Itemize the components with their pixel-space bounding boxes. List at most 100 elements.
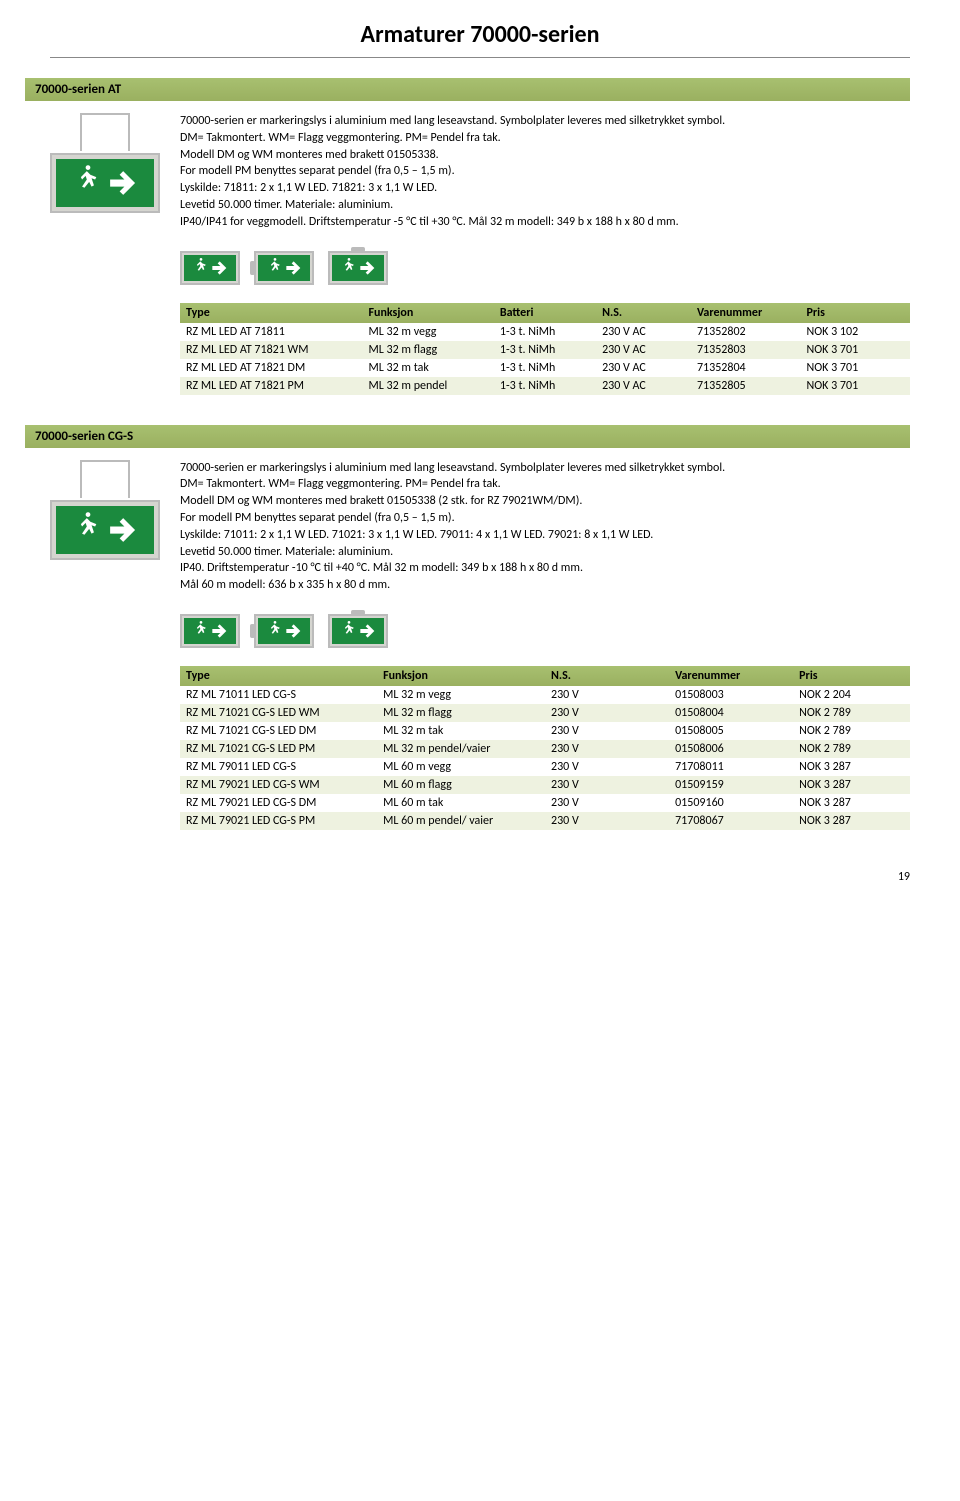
product-mount-icons-cgs xyxy=(180,614,910,648)
description-line: Lyskilde: 71011: 2 x 1,1 W LED. 71021: 3… xyxy=(180,527,910,544)
table-header-row: TypeFunksjonN.S.VarenummerPris xyxy=(180,666,910,686)
table-row: RZ ML 79021 LED CG-S WMML 60 m flagg230 … xyxy=(180,776,910,794)
table-row: RZ ML 79021 LED CG-S PMML 60 m pendel/ v… xyxy=(180,812,910,830)
description-at: 70000-serien er markeringslys i aluminiu… xyxy=(180,113,910,231)
description-line: Mål 60 m modell: 636 b x 335 h x 80 d mm… xyxy=(180,577,910,594)
mount-variant-icon xyxy=(328,614,388,648)
table-cell: NOK 2 789 xyxy=(793,704,910,722)
table-cell: RZ ML LED AT 71811 xyxy=(180,323,363,341)
description-cgs: 70000-serien er markeringslys i aluminiu… xyxy=(180,460,910,594)
table-cell: ML 32 m flagg xyxy=(363,341,494,359)
table-cell: 230 V AC xyxy=(596,323,691,341)
table-cell: RZ ML 79011 LED CG-S xyxy=(180,758,377,776)
table-cell: ML 32 m vegg xyxy=(363,323,494,341)
table-cell: ML 32 m vegg xyxy=(377,686,545,704)
description-line: Modell DM og WM monteres med brakett 015… xyxy=(180,493,910,510)
table-row: RZ ML LED AT 71811ML 32 m vegg1-3 t. NiM… xyxy=(180,323,910,341)
table-row: RZ ML LED AT 71821 WMML 32 m flagg1-3 t.… xyxy=(180,341,910,359)
table-cell: NOK 3 701 xyxy=(800,377,910,395)
table-cell: ML 32 m tak xyxy=(363,359,494,377)
table-cell: 1-3 t. NiMh xyxy=(494,377,596,395)
table-header-cell: Batteri xyxy=(494,303,596,323)
table-header-cell: N.S. xyxy=(545,666,669,686)
product-image-at xyxy=(50,113,160,231)
description-line: 70000-serien er markeringslys i aluminiu… xyxy=(180,113,910,130)
table-cell: 230 V xyxy=(545,758,669,776)
description-line: Levetid 50.000 timer. Materiale: alumini… xyxy=(180,544,910,561)
description-line: IP40/IP41 for veggmodell. Driftstemperat… xyxy=(180,214,910,231)
table-cell: NOK 3 701 xyxy=(800,341,910,359)
table-cell: 01508003 xyxy=(669,686,793,704)
table-header-cell: Varenummer xyxy=(691,303,801,323)
table-cell: NOK 3 287 xyxy=(793,794,910,812)
table-cell: NOK 2 204 xyxy=(793,686,910,704)
table-header-cell: Varenummer xyxy=(669,666,793,686)
running-man-icon xyxy=(73,511,103,549)
table-cell: NOK 3 701 xyxy=(800,359,910,377)
table-row: RZ ML 71021 CG-S LED WMML 32 m flagg230 … xyxy=(180,704,910,722)
table-cell: 71708067 xyxy=(669,812,793,830)
table-header-row: TypeFunksjonBatteriN.S.VarenummerPris xyxy=(180,303,910,323)
table-cell: 230 V AC xyxy=(596,377,691,395)
table-cell: NOK 2 789 xyxy=(793,740,910,758)
product-table-at: TypeFunksjonBatteriN.S.VarenummerPrisRZ … xyxy=(180,303,910,395)
section-body-cgs: 70000-serien er markeringslys i aluminiu… xyxy=(50,460,910,594)
table-cell: RZ ML 71021 CG-S LED DM xyxy=(180,722,377,740)
table-cell: NOK 3 287 xyxy=(793,758,910,776)
table-cell: RZ ML 79021 LED CG-S PM xyxy=(180,812,377,830)
mount-variant-icon xyxy=(180,614,240,648)
section-header-cgs: 70000-serien CG-S xyxy=(25,425,910,448)
table-cell: 01509159 xyxy=(669,776,793,794)
table-header-cell: Pris xyxy=(800,303,910,323)
exit-sign-icon xyxy=(50,500,160,560)
table-cell: NOK 2 789 xyxy=(793,722,910,740)
arrow-right-icon xyxy=(107,164,137,202)
table-header-cell: N.S. xyxy=(596,303,691,323)
table-cell: ML 60 m vegg xyxy=(377,758,545,776)
table-cell: ML 60 m pendel/ vaier xyxy=(377,812,545,830)
product-table-cgs: TypeFunksjonN.S.VarenummerPrisRZ ML 7101… xyxy=(180,666,910,830)
table-row: RZ ML 79011 LED CG-SML 60 m vegg230 V717… xyxy=(180,758,910,776)
table-row: RZ ML 71021 CG-S LED PMML 32 m pendel/va… xyxy=(180,740,910,758)
table-header-cell: Type xyxy=(180,303,363,323)
description-line: DM= Takmontert. WM= Flagg veggmontering.… xyxy=(180,476,910,493)
table-cell: NOK 3 287 xyxy=(793,776,910,794)
table-cell: 230 V xyxy=(545,686,669,704)
table-cell: 71352803 xyxy=(691,341,801,359)
table-header-cell: Funksjon xyxy=(377,666,545,686)
table-cell: 01508005 xyxy=(669,722,793,740)
description-line: Levetid 50.000 timer. Materiale: alumini… xyxy=(180,197,910,214)
table-cell: RZ ML LED AT 71821 DM xyxy=(180,359,363,377)
table-cell: 230 V AC xyxy=(596,341,691,359)
table-row: RZ ML LED AT 71821 PMML 32 m pendel1-3 t… xyxy=(180,377,910,395)
table-cell: 71352802 xyxy=(691,323,801,341)
table-cell: 71352805 xyxy=(691,377,801,395)
table-cell: RZ ML LED AT 71821 WM xyxy=(180,341,363,359)
mount-variant-icon xyxy=(180,251,240,285)
exit-sign-icon xyxy=(50,153,160,213)
table-cell: ML 32 m flagg xyxy=(377,704,545,722)
table-cell: 01508006 xyxy=(669,740,793,758)
table-cell: RZ ML 79021 LED CG-S WM xyxy=(180,776,377,794)
product-mount-icons-at xyxy=(180,251,910,285)
table-cell: 230 V AC xyxy=(596,359,691,377)
description-line: Modell DM og WM monteres med brakett 015… xyxy=(180,147,910,164)
table-header-cell: Funksjon xyxy=(363,303,494,323)
table-header-cell: Type xyxy=(180,666,377,686)
description-line: DM= Takmontert. WM= Flagg veggmontering.… xyxy=(180,130,910,147)
table-cell: 230 V xyxy=(545,722,669,740)
pendant-hanger-icon xyxy=(80,113,130,151)
table-cell: NOK 3 287 xyxy=(793,812,910,830)
mount-variant-icon xyxy=(254,251,314,285)
mount-variant-icon xyxy=(254,614,314,648)
table-cell: ML 60 m tak xyxy=(377,794,545,812)
section-body-at: 70000-serien er markeringslys i aluminiu… xyxy=(50,113,910,231)
product-image-cgs xyxy=(50,460,160,594)
table-header-cell: Pris xyxy=(793,666,910,686)
arrow-right-icon xyxy=(107,511,137,549)
table-cell: 01509160 xyxy=(669,794,793,812)
mount-variant-icon xyxy=(328,251,388,285)
table-cell: RZ ML 71011 LED CG-S xyxy=(180,686,377,704)
description-line: Lyskilde: 71811: 2 x 1,1 W LED. 71821: 3… xyxy=(180,180,910,197)
page-title: Armaturer 70000-serien xyxy=(50,20,910,58)
